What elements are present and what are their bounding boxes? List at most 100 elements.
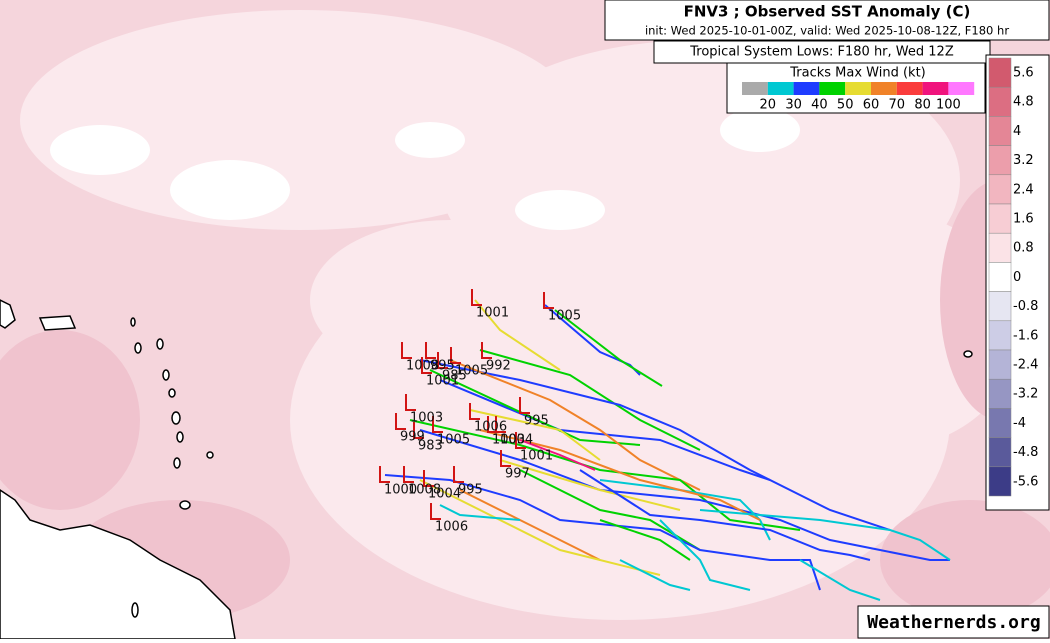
storm-track (499, 459, 681, 511)
storm-track (579, 469, 871, 561)
colorbar-label: -2.4 (1013, 358, 1038, 373)
storm-marker (421, 357, 432, 374)
colorbar-cell (988, 466, 1012, 497)
colorbar-label: -5.6 (1013, 474, 1038, 489)
storm-marker (432, 416, 443, 433)
storm-marker (500, 450, 511, 467)
pressure-label: 1004 (500, 433, 533, 448)
colorbar-label: 2.4 (1013, 182, 1034, 197)
storm-marker (401, 342, 412, 359)
colorbar-label: 4.8 (1013, 95, 1034, 110)
storm-track (419, 429, 950, 561)
storm-track (419, 479, 661, 576)
pressure-label: 1005 (455, 364, 488, 379)
colorbar-label: -3.2 (1013, 387, 1038, 402)
legend: 20 30 40 50 60 70 80 100 (742, 82, 975, 113)
pressure-label: 1006 (435, 520, 468, 535)
colorbar-cell (988, 437, 1012, 468)
storm-track (619, 559, 691, 591)
pressure-label: 1001 (426, 374, 459, 389)
pressure-label: 1008 (408, 483, 441, 498)
storm-marker (487, 416, 498, 433)
map-subtitle: init: Wed 2025-10-01-00Z, valid: Wed 202… (645, 24, 1009, 38)
colorbar-cell (988, 57, 1012, 88)
storm-track (554, 309, 663, 387)
storm-marker (471, 289, 482, 306)
colorbar-label: 5.6 (1013, 66, 1034, 81)
colorbar-cell (988, 203, 1012, 234)
storm-marker (519, 397, 530, 414)
storm-track (459, 489, 601, 561)
legend-swatch (742, 82, 768, 95)
colorbar-cell (988, 262, 1012, 292)
storm-marker (430, 503, 441, 520)
anomaly-white (50, 108, 800, 230)
pressure-label: 997 (505, 467, 530, 482)
colorbar-cell (988, 408, 1012, 438)
storm-marker (469, 403, 480, 420)
legend-swatch (845, 82, 871, 95)
pressure-label: 1006 (474, 420, 507, 435)
colorbar-label: -4 (1013, 416, 1026, 431)
systems-title: Tropical System Lows: F180 hr, Wed 12Z (689, 45, 954, 60)
pressure-label: 999 (400, 430, 425, 445)
colorbar-label: 1.6 (1013, 212, 1034, 227)
storm-marker (395, 413, 406, 430)
pressure-label: 992 (486, 359, 511, 374)
credit-box (857, 605, 1050, 639)
storm-marker (405, 394, 416, 411)
map-title: FNV3 ; Observed SST Anomaly (C) (684, 3, 971, 21)
storm-track (439, 504, 521, 521)
pressure-label: 1004 (428, 487, 461, 502)
storm-track (799, 559, 881, 601)
colorbar-cell (988, 86, 1012, 117)
legend-title: Tracks Max Wind (kt) (789, 66, 926, 81)
pressure-label: 1000 (384, 483, 417, 498)
storm-track (474, 299, 561, 371)
pressure-label: 1003 (492, 433, 525, 448)
colorbar-cell (988, 320, 1012, 351)
legend-swatch (819, 82, 846, 95)
legend-swatch (767, 82, 794, 95)
storm-marker (515, 432, 526, 449)
legend-swatch (922, 82, 949, 95)
storm-markers (379, 289, 554, 520)
storm-marker (450, 347, 461, 364)
storm-marker (423, 470, 434, 487)
pressure-label: 1005 (437, 433, 470, 448)
legend-label: 50 (837, 98, 854, 113)
storm-marker (413, 422, 424, 439)
legend-label: 60 (863, 98, 880, 113)
storm-track (429, 369, 641, 446)
storm-track (419, 359, 891, 531)
storm-track (479, 349, 701, 451)
storm-track (519, 439, 596, 471)
legend-label: 40 (811, 98, 828, 113)
colorbar-cell (988, 232, 1012, 263)
colorbar-label: -0.8 (1013, 299, 1038, 314)
pressure-label: 995 (524, 414, 549, 429)
storm-track (409, 419, 801, 531)
pressure-label: 995 (458, 483, 483, 498)
colorbar-label: 0.8 (1013, 241, 1034, 256)
legend-label: 20 (760, 98, 777, 113)
storm-track (599, 479, 771, 541)
storm-marker (543, 292, 554, 309)
colorbar-cell (988, 378, 1012, 409)
legend-label: 30 (785, 98, 802, 113)
colorbar-label: 3.2 (1013, 153, 1034, 168)
storm-track (699, 509, 951, 561)
storm-marker (379, 466, 390, 483)
storm-track (469, 409, 601, 461)
storm-track (384, 474, 821, 591)
legend-label: 80 (914, 98, 931, 113)
colorbar-cell (988, 116, 1012, 146)
pressure-label: 1001 (476, 306, 509, 321)
pressure-label: 983 (418, 439, 443, 454)
legend-label: 70 (889, 98, 906, 113)
legend-label: 100 (936, 98, 961, 113)
pressure-label: 985 (442, 369, 467, 384)
